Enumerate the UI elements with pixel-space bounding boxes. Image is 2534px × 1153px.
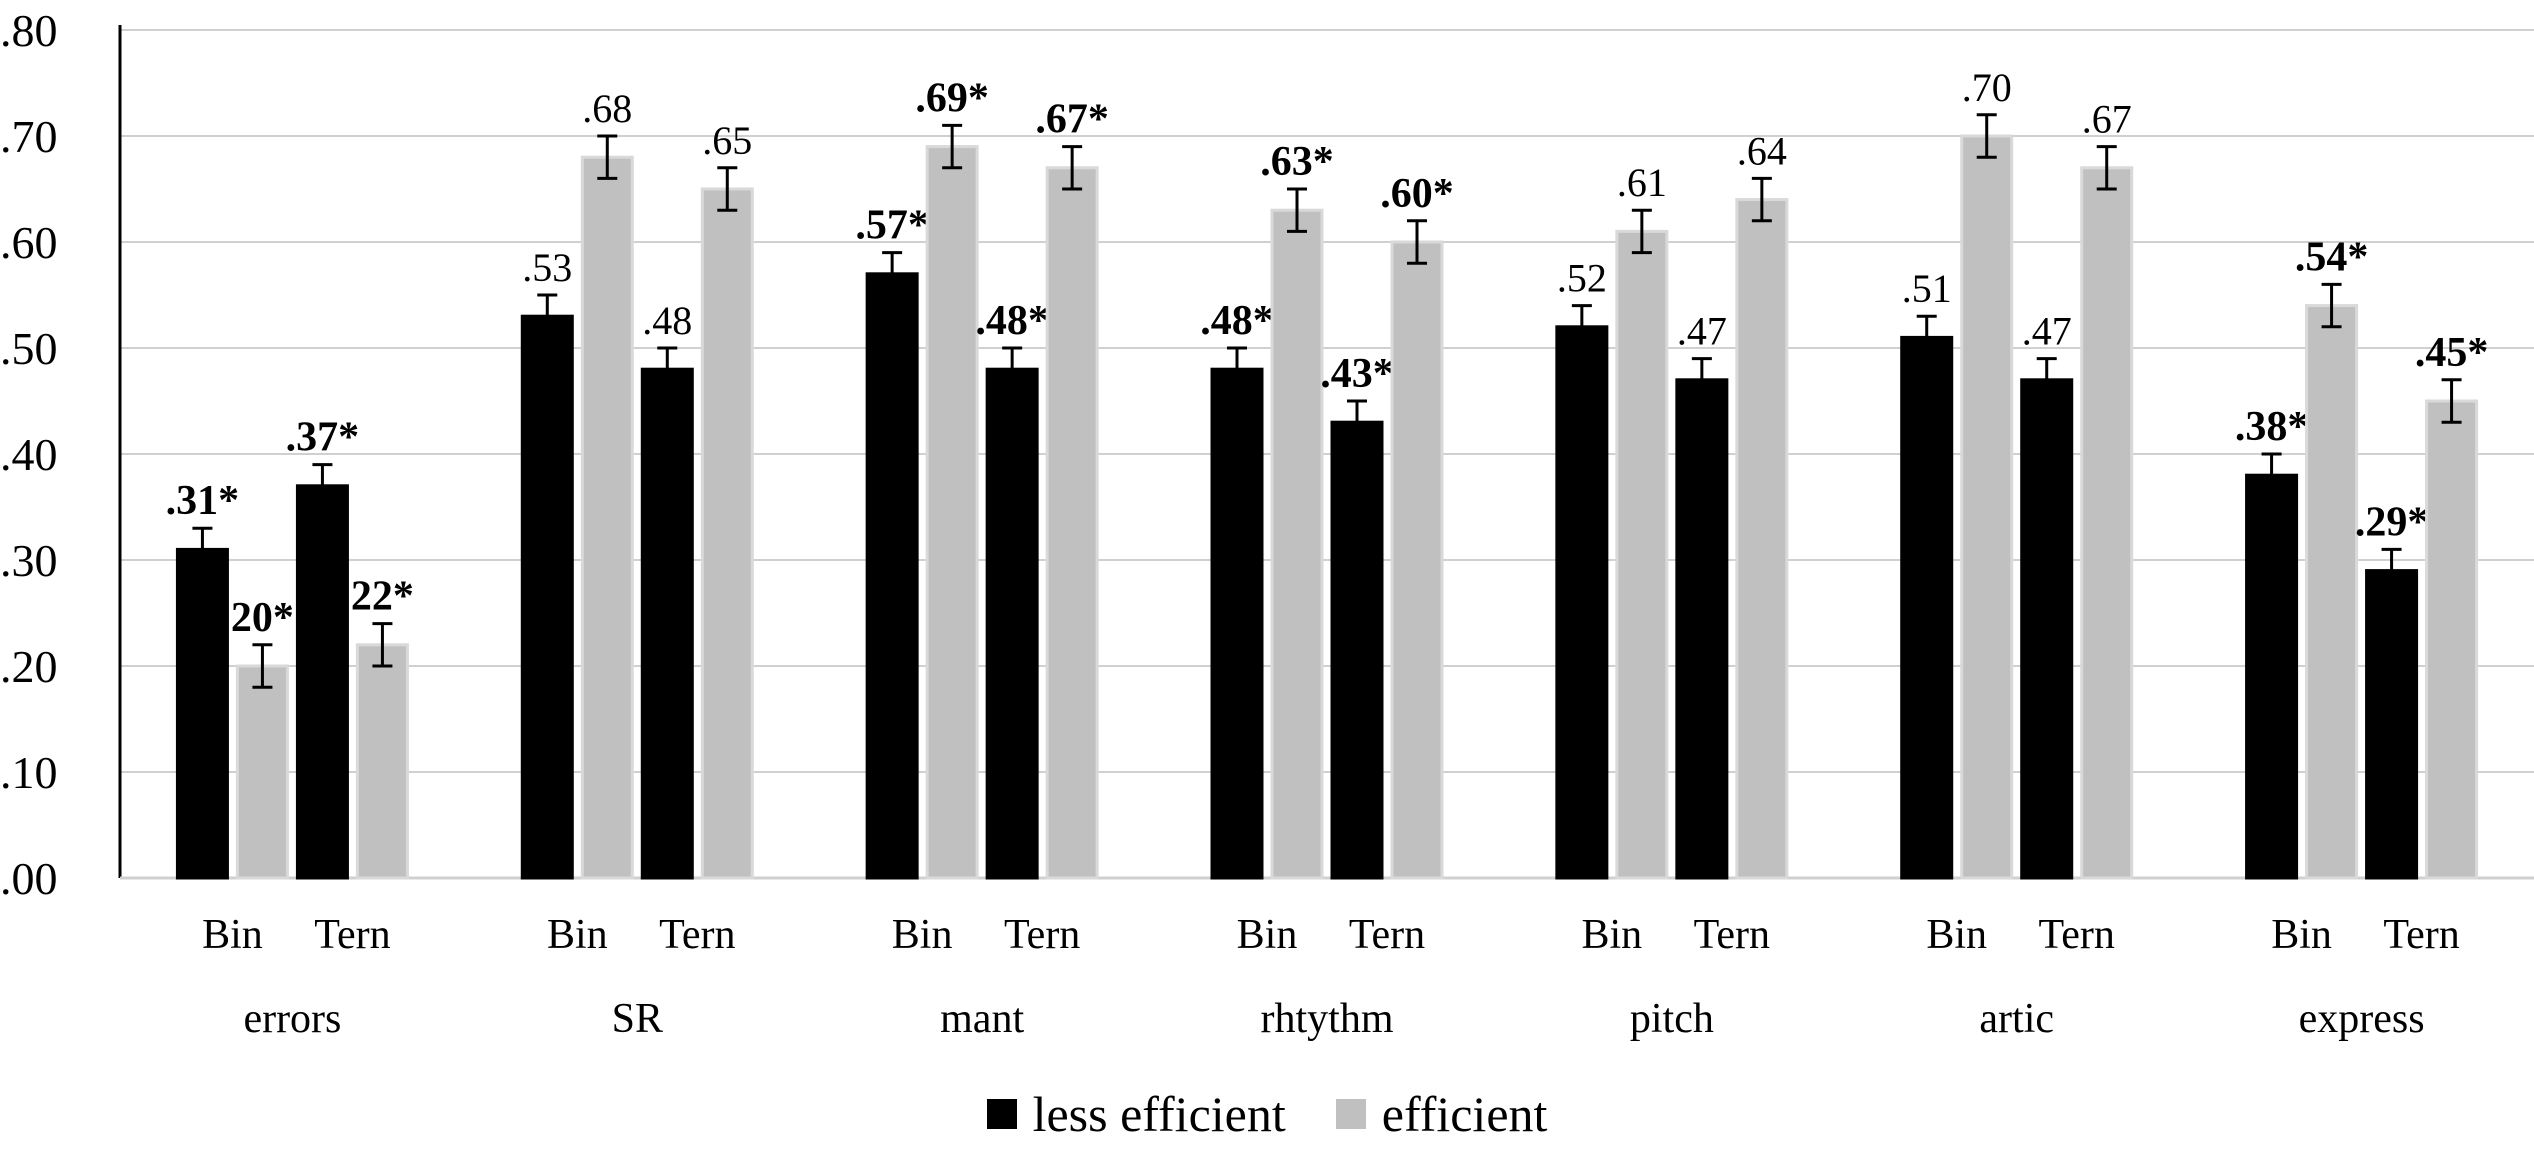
x-sub-label: Tern xyxy=(1349,912,1425,958)
y-tick-label: .70 xyxy=(0,111,58,162)
data-label: 22* xyxy=(351,574,414,620)
bar-efficient-pitch-bin xyxy=(1615,229,1669,880)
bar-chart: .00 .10 .20 .30 .40 .50 .60 .70 .80 .31* 20* Bin .37… xyxy=(0,5,2534,1042)
y-tick-label: .40 xyxy=(0,429,58,480)
bar-less_efficient-mant-tern xyxy=(985,367,1039,880)
data-label: .54* xyxy=(2295,234,2369,280)
bar-efficient-rhtythm-bin xyxy=(1270,208,1324,880)
data-label: .47 xyxy=(2022,309,2072,354)
bar-less_efficient-errors-tern xyxy=(295,484,349,880)
data-label: .37* xyxy=(286,415,360,461)
data-label: .57* xyxy=(855,203,929,249)
bar-efficient-mant-tern xyxy=(1045,166,1099,880)
x-sub-label: Bin xyxy=(892,912,953,958)
x-sub-label: Bin xyxy=(1237,912,1298,958)
bar-efficient-rhtythm-tern xyxy=(1390,240,1444,880)
data-label: .64 xyxy=(1737,128,1787,173)
x-group-label: rhtythm xyxy=(1261,996,1394,1042)
legend-swatch-less-efficient xyxy=(986,1099,1017,1129)
y-tick-label: .80 xyxy=(0,5,58,56)
x-sub-label: Tern xyxy=(2383,912,2459,958)
bar-efficient-errors-bin xyxy=(235,664,289,880)
x-group-label: artic xyxy=(1979,996,2054,1042)
legend-item-efficient: efficient xyxy=(1335,1085,1548,1143)
bar-less_efficient-rhtythm-bin xyxy=(1210,367,1264,880)
data-label: .38* xyxy=(2235,404,2309,450)
data-label: .31* xyxy=(166,478,240,524)
x-sub-label: Tern xyxy=(2039,912,2115,958)
bar-less_efficient-pitch-bin xyxy=(1555,325,1609,880)
x-sub-label: Bin xyxy=(1582,912,1643,958)
data-label: .60* xyxy=(1380,171,1454,217)
bar-efficient-SR-tern xyxy=(700,187,754,880)
x-sub-label: Tern xyxy=(1694,912,1770,958)
bar-less_efficient-errors-bin xyxy=(175,547,229,880)
data-label: .70 xyxy=(1962,65,2012,110)
data-label: .43* xyxy=(1320,351,1394,397)
data-label: .53 xyxy=(522,245,572,290)
bar-efficient-pitch-tern xyxy=(1735,198,1789,880)
data-label: .65 xyxy=(702,118,752,163)
data-label: .48* xyxy=(975,298,1049,344)
x-group-label: mant xyxy=(940,996,1024,1042)
bar-efficient-SR-bin xyxy=(580,155,634,880)
bar-efficient-express-bin xyxy=(2305,304,2359,880)
x-group-label: express xyxy=(2299,996,2425,1042)
data-label: .48 xyxy=(642,298,692,343)
data-label: .67 xyxy=(2082,97,2132,142)
x-group-label: errors xyxy=(243,996,341,1042)
bar-efficient-mant-bin xyxy=(925,145,979,880)
bar-less_efficient-artic-tern xyxy=(2020,378,2074,880)
bar-less_efficient-pitch-tern xyxy=(1675,378,1729,880)
legend-swatch-efficient xyxy=(1335,1099,1366,1129)
y-tick-label: .50 xyxy=(0,323,58,374)
data-label: .52 xyxy=(1557,256,1607,301)
data-label: .61 xyxy=(1617,160,1667,205)
bar-efficient-artic-bin xyxy=(1960,134,2014,880)
data-label: .48* xyxy=(1200,298,1274,344)
legend-item-less-efficient: less efficient xyxy=(986,1085,1286,1143)
x-group-label: SR xyxy=(612,996,663,1042)
y-tick-label: .60 xyxy=(0,217,58,268)
bar-less_efficient-SR-bin xyxy=(520,314,574,880)
bar-less_efficient-express-tern xyxy=(2365,569,2419,880)
y-tick-label: .00 xyxy=(0,853,58,904)
data-label: .45* xyxy=(2415,330,2489,376)
data-label: .69* xyxy=(915,75,989,121)
x-sub-label: Tern xyxy=(659,912,735,958)
bar-less_efficient-SR-tern xyxy=(640,367,694,880)
legend-label-less-efficient: less efficient xyxy=(1032,1086,1286,1142)
y-tick-label: .30 xyxy=(0,535,58,586)
data-label: 20* xyxy=(231,595,294,641)
legend-label-efficient: efficient xyxy=(1381,1086,1548,1142)
legend: less efficient efficient xyxy=(0,1085,2534,1143)
y-tick-label: .10 xyxy=(0,747,58,798)
bar-efficient-artic-tern xyxy=(2080,166,2134,880)
x-group-label: pitch xyxy=(1630,996,1714,1042)
bar-less_efficient-mant-bin xyxy=(865,272,919,880)
data-label: .67* xyxy=(1035,97,1109,143)
data-label: .63* xyxy=(1260,139,1334,185)
y-tick-label: .20 xyxy=(0,641,58,692)
x-sub-label: Tern xyxy=(1004,912,1080,958)
data-label: .68 xyxy=(582,86,632,131)
x-sub-label: Bin xyxy=(1926,912,1987,958)
x-sub-label: Tern xyxy=(314,912,390,958)
bar-less_efficient-artic-bin xyxy=(1900,335,1954,880)
data-label: .47 xyxy=(1677,309,1727,354)
x-sub-label: Bin xyxy=(547,912,608,958)
bar-efficient-errors-tern xyxy=(355,643,409,880)
data-label: .51 xyxy=(1902,266,1952,311)
x-sub-label: Bin xyxy=(2271,912,2332,958)
bar-less_efficient-rhtythm-tern xyxy=(1330,420,1384,880)
bar-less_efficient-express-bin xyxy=(2245,473,2299,880)
bar-efficient-express-tern xyxy=(2425,399,2479,880)
x-sub-label: Bin xyxy=(202,912,263,958)
data-label: .29* xyxy=(2355,499,2429,545)
